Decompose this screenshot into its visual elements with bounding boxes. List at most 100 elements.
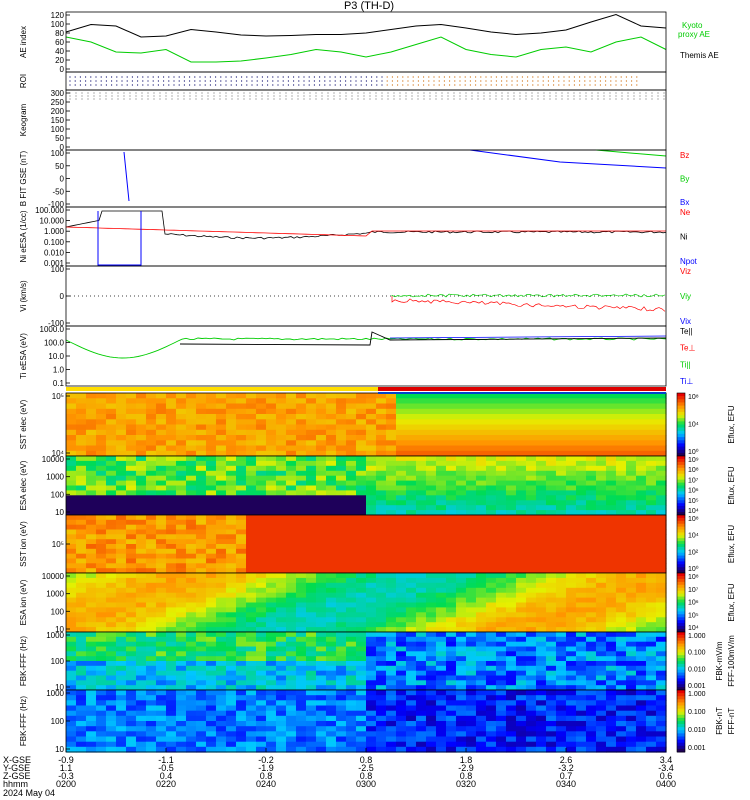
- heatmap-cell: [206, 398, 217, 405]
- heatmap-cell: [366, 445, 377, 452]
- keogram-dot: [117, 92, 119, 94]
- heatmap-cell: [96, 597, 107, 604]
- heatmap-cell: [396, 710, 407, 717]
- keogram-dot: [585, 98, 587, 100]
- heatmap-cell: [356, 524, 367, 531]
- heatmap-cell: [296, 470, 307, 477]
- heatmap-cell: [176, 408, 187, 415]
- heatmap-cell: [206, 622, 217, 628]
- roi-dot: [183, 84, 185, 86]
- heatmap-cell: [576, 563, 587, 569]
- heatmap-cell: [76, 475, 87, 482]
- heatmap-cell: [576, 612, 587, 618]
- heatmap-cell: [136, 403, 147, 410]
- heatmap-cell: [116, 529, 127, 535]
- heatmap-cell: [296, 731, 307, 738]
- heatmap-cell: [216, 450, 227, 457]
- heatmap-cell: [116, 548, 127, 555]
- heatmap-cell: [516, 408, 527, 415]
- heatmap-cell: [226, 646, 237, 652]
- heatmap-cell: [146, 680, 157, 686]
- heatmap-cell: [426, 424, 437, 431]
- heatmap-cell: [156, 548, 167, 555]
- heatmap-cell: [536, 480, 547, 487]
- heatmap-cell: [536, 627, 547, 633]
- heatmap-cell: [106, 563, 117, 569]
- heatmap-cell: [346, 408, 357, 415]
- heatmap-cell: [246, 632, 257, 638]
- heatmap-cell: [256, 460, 267, 467]
- heatmap-cell: [226, 495, 237, 501]
- heatmap-cell: [116, 700, 127, 707]
- heatmap-cell: [626, 485, 637, 491]
- colorbar-swatch: [677, 599, 685, 603]
- heatmap-cell: [636, 460, 647, 467]
- heatmap-cell: [136, 490, 147, 496]
- heatmap-cell: [486, 544, 497, 550]
- heatmap-cell: [206, 726, 217, 732]
- heatmap-cell: [386, 587, 397, 594]
- heatmap-cell: [636, 573, 647, 579]
- heatmap-cell: [316, 675, 327, 681]
- heatmap-cell: [86, 450, 97, 457]
- heatmap-cell: [636, 587, 647, 594]
- heatmap-cell: [476, 665, 487, 672]
- heatmap-cell: [356, 573, 367, 579]
- heatmap-cell: [136, 460, 147, 467]
- heatmap-cell: [136, 419, 147, 426]
- heatmap-cell: [566, 424, 577, 431]
- heatmap-cell: [446, 408, 457, 415]
- heatmap-cell: [556, 465, 567, 472]
- heatmap-cell: [386, 577, 397, 584]
- heatmap-cell: [266, 393, 277, 399]
- heatmap-cell: [476, 435, 487, 441]
- heatmap-cell: [126, 641, 137, 648]
- heatmap-cell: [476, 539, 487, 545]
- heatmap-cell: [366, 641, 377, 648]
- heatmap-cell: [596, 505, 607, 511]
- keogram-dot: [453, 95, 455, 97]
- heatmap-cell: [356, 393, 367, 399]
- heatmap-cell: [566, 661, 577, 667]
- heatmap-cell: [556, 435, 567, 441]
- heatmap-cell: [326, 680, 337, 686]
- heatmap-cell: [156, 577, 167, 584]
- heatmap-cell: [226, 548, 237, 555]
- heatmap-cell: [546, 592, 557, 599]
- heatmap-cell: [356, 746, 367, 753]
- heatmap-cell: [166, 515, 177, 521]
- y-tick-label: 1000: [46, 590, 64, 599]
- heatmap-cell: [196, 592, 207, 599]
- heatmap-cell: [246, 622, 257, 628]
- roi-dot: [475, 76, 477, 78]
- heatmap-cell: [256, 490, 267, 496]
- heatmap-cell: [366, 558, 377, 564]
- heatmap-cell: [466, 485, 477, 491]
- heatmap-cell: [516, 577, 527, 584]
- heatmap-cell: [616, 524, 627, 531]
- heatmap-cell: [126, 746, 137, 753]
- heatmap-cell: [226, 726, 237, 732]
- heatmap-cell: [596, 515, 607, 521]
- heatmap-cell: [406, 607, 417, 613]
- heatmap-cell: [146, 510, 157, 516]
- heatmap-cell: [376, 568, 387, 574]
- heatmap-cell: [636, 424, 647, 431]
- heatmap-cell: [346, 398, 357, 405]
- heatmap-cell: [426, 500, 437, 506]
- heatmap-cell: [346, 573, 357, 579]
- heatmap-cell: [556, 641, 567, 648]
- heatmap-cell: [536, 670, 547, 677]
- heatmap-cell: [406, 534, 417, 540]
- heatmap-cell: [316, 695, 327, 701]
- heatmap-cell: [416, 622, 427, 628]
- keogram-dot: [399, 98, 401, 100]
- roi-dot: [131, 84, 133, 86]
- heatmap-cell: [446, 680, 457, 686]
- heatmap-cell: [436, 563, 447, 569]
- heatmap-cell: [656, 612, 667, 618]
- colorbar-swatch: [677, 418, 685, 422]
- panel-frame: [65, 11, 667, 73]
- heatmap-cell: [256, 661, 267, 667]
- heatmap-cell: [566, 622, 577, 628]
